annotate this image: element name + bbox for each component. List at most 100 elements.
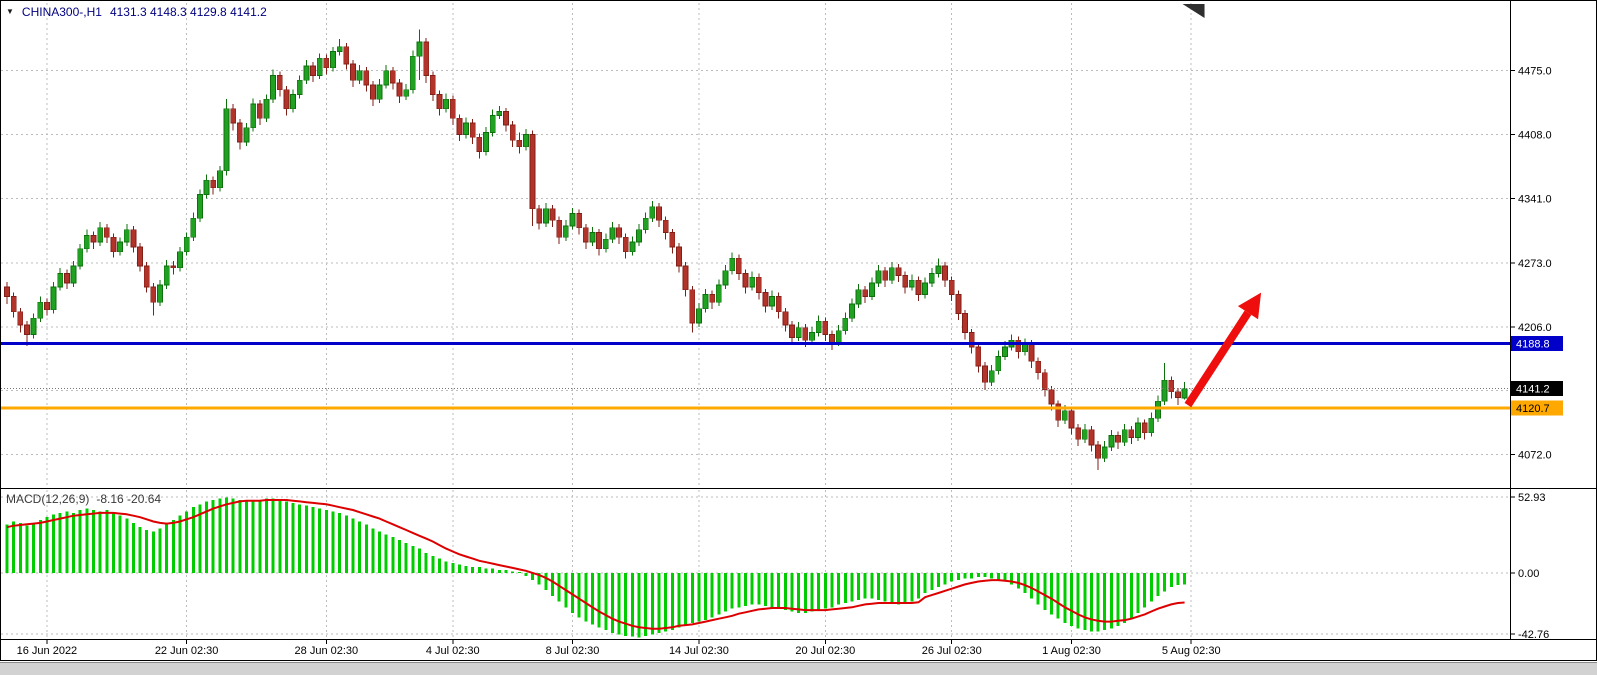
candle-body xyxy=(270,75,276,100)
macd-histogram-bar xyxy=(624,572,628,636)
macd-histogram-bar xyxy=(72,512,76,573)
candle-body xyxy=(543,208,549,224)
macd-histogram-bar xyxy=(171,520,175,573)
time-axis-label: 8 Jul 02:30 xyxy=(546,645,600,657)
macd-histogram-bar xyxy=(850,572,854,602)
candle-body xyxy=(476,136,483,152)
candle-body xyxy=(1095,444,1101,459)
macd-histogram-bar xyxy=(1129,572,1133,619)
candles-layer xyxy=(4,29,1188,470)
candle-body xyxy=(649,206,656,219)
macd-histogram-bar xyxy=(1083,572,1087,631)
macd-histogram-bar xyxy=(25,525,29,573)
candle-body xyxy=(1061,410,1068,421)
macd-histogram-bar xyxy=(378,531,382,573)
macd-histogram-bar xyxy=(1123,572,1127,623)
candle-body xyxy=(97,227,104,243)
candle-body xyxy=(769,296,775,307)
candle-body xyxy=(456,117,463,135)
candle-body xyxy=(715,284,722,303)
candle-body xyxy=(636,229,642,243)
macd-histogram-bar xyxy=(511,571,515,573)
candle-body xyxy=(217,170,223,189)
macd-histogram-bar xyxy=(1089,572,1093,632)
candle-body xyxy=(1035,360,1042,374)
trend-arrow[interactable] xyxy=(1184,310,1252,408)
time-axis-label: 22 Jun 02:30 xyxy=(155,645,219,657)
candle-body xyxy=(1141,422,1148,434)
candle-body xyxy=(170,265,177,269)
macd-histogram-bar xyxy=(897,572,901,605)
macd-histogram-bar xyxy=(258,500,262,573)
candle-body xyxy=(875,270,882,284)
macd-histogram-bar xyxy=(890,572,894,603)
candle-body xyxy=(1015,339,1022,353)
price-axis-label: 4072.0 xyxy=(1518,450,1552,462)
horizontal-scrollbar[interactable] xyxy=(0,662,1597,675)
macd-histogram-bar xyxy=(205,501,209,573)
macd-histogram-bar xyxy=(424,552,428,573)
candle-body xyxy=(749,276,756,288)
symbol-dropdown-icon[interactable]: ▼ xyxy=(6,7,14,16)
macd-histogram-bar xyxy=(1109,572,1113,629)
chart-shift-marker[interactable] xyxy=(1182,4,1205,18)
time-axis-label: 20 Jul 02:30 xyxy=(795,645,855,657)
macd-histogram-bar xyxy=(1016,572,1020,589)
macd-histogram-bar xyxy=(664,572,668,632)
candle-body xyxy=(775,296,782,313)
macd-histogram-bar xyxy=(1163,572,1167,592)
macd-histogram-bar xyxy=(630,572,634,637)
candle-body xyxy=(922,282,928,295)
macd-histogram-bar xyxy=(783,572,787,611)
candle-body xyxy=(562,225,569,238)
candle-body xyxy=(742,273,749,288)
candle-body xyxy=(469,122,476,138)
macd-histogram-bar xyxy=(58,512,62,573)
macd-histogram-bar xyxy=(85,508,89,573)
macd-values: -8.16 -20.64 xyxy=(96,492,162,506)
trend-arrow-head xyxy=(1237,292,1262,320)
candle-body xyxy=(815,320,822,333)
macd-histogram-bar xyxy=(251,501,255,573)
macd-histogram-bar xyxy=(644,572,648,636)
macd-histogram-bar xyxy=(304,505,308,573)
candle-body xyxy=(409,55,416,91)
candle-body xyxy=(403,89,410,97)
candle-body xyxy=(928,273,935,284)
macd-histogram-bar xyxy=(491,568,495,573)
macd-histogram-bar xyxy=(1023,572,1027,593)
macd-histogram-bar xyxy=(684,572,688,625)
macd-histogram-bar xyxy=(597,572,601,628)
candle-body xyxy=(236,122,243,143)
macd-histogram-bar xyxy=(976,572,980,578)
candle-body xyxy=(137,246,143,267)
candle-body xyxy=(915,279,922,295)
candle-body xyxy=(789,324,795,338)
macd-histogram-bar xyxy=(404,542,408,573)
macd-histogram-bar xyxy=(1036,572,1040,605)
candle-body xyxy=(496,111,503,116)
macd-histogram-bar xyxy=(777,572,781,609)
candle-body xyxy=(882,270,889,281)
time-axis-label: 26 Jul 02:30 xyxy=(922,645,982,657)
candle-body xyxy=(842,317,849,332)
candle-body xyxy=(223,108,230,172)
macd-axis-label: 52.93 xyxy=(1518,492,1546,504)
candle-body xyxy=(316,57,323,76)
candle-body xyxy=(70,265,77,284)
candle-body xyxy=(303,65,310,81)
macd-histogram-bar xyxy=(12,521,16,573)
current-price-label xyxy=(1511,381,1563,397)
candle-body xyxy=(90,235,97,243)
macd-histogram-bar xyxy=(451,562,455,573)
candle-body xyxy=(363,70,370,86)
candle-body xyxy=(1128,429,1135,438)
candle-body xyxy=(356,70,363,81)
macd-histogram-bar xyxy=(996,572,1000,581)
macd-histogram-bar xyxy=(983,572,987,578)
price-axis-label: 4273.0 xyxy=(1518,258,1552,270)
macd-histogram-bar xyxy=(843,572,847,603)
macd-histogram-bar xyxy=(577,572,581,618)
candle-body xyxy=(143,265,150,288)
